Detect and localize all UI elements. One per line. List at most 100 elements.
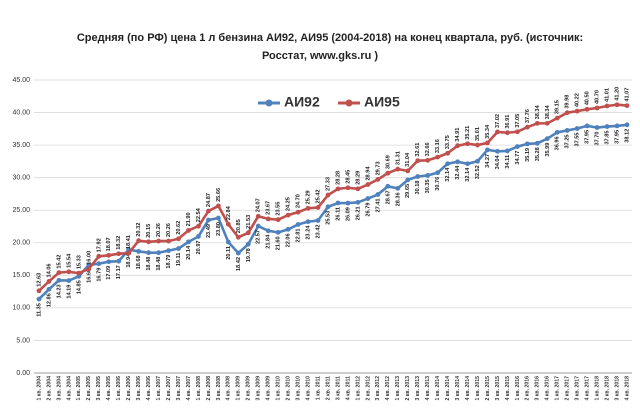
- point: [36, 296, 42, 302]
- point: [96, 253, 102, 259]
- point: [435, 170, 441, 176]
- x-tick-label: 4 кв. 2009: [266, 376, 272, 401]
- data-label: 38.12: [625, 129, 631, 143]
- point: [355, 199, 361, 205]
- data-label: 40.22: [575, 93, 581, 107]
- data-label: 24.70: [296, 194, 302, 208]
- x-tick-label: 3 кв. 2010: [295, 376, 301, 401]
- y-tick-label: 10.00: [12, 305, 30, 312]
- data-label: 16.79: [96, 268, 102, 282]
- data-label: 20.62: [176, 221, 182, 235]
- point: [624, 122, 630, 128]
- point: [76, 270, 82, 276]
- data-label: 20.97: [196, 240, 202, 254]
- data-label: 21.60: [276, 236, 282, 250]
- point: [285, 226, 291, 232]
- data-label: 21.90: [186, 212, 192, 226]
- data-label: 37.95: [585, 130, 591, 144]
- chart-title: Средняя (по РФ) цена 1 л бензина АИ92, А…: [77, 32, 583, 44]
- point: [355, 186, 361, 192]
- x-tick-label: 1 кв. 2006: [116, 376, 122, 401]
- data-label: 37.70: [595, 132, 601, 146]
- data-label: 40.50: [585, 91, 591, 105]
- point: [614, 102, 620, 108]
- x-tick-label: 3 кв. 2006: [136, 376, 142, 401]
- data-label: 27.33: [326, 177, 332, 191]
- data-label: 15.54: [66, 253, 72, 268]
- point: [485, 147, 490, 153]
- data-label: 18.07: [106, 237, 112, 251]
- data-label: 30.76: [435, 177, 441, 191]
- x-tick-label: 2 кв. 2013: [405, 376, 411, 401]
- data-label: 32.14: [465, 167, 471, 182]
- y-tick-label: 20.00: [12, 240, 30, 247]
- point: [574, 126, 580, 131]
- point: [425, 172, 431, 178]
- point: [285, 212, 291, 218]
- data-label: 39.98: [565, 95, 571, 109]
- point: [295, 209, 301, 215]
- point: [116, 258, 122, 264]
- point: [176, 236, 181, 242]
- data-label: 29.73: [375, 161, 381, 175]
- point: [325, 204, 331, 210]
- x-tick-label: 4 кв. 2007: [186, 376, 192, 401]
- data-label: 32.44: [455, 165, 461, 180]
- x-tick-label: 2 кв. 2012: [365, 376, 371, 401]
- point: [405, 177, 411, 183]
- data-label: 35.21: [465, 126, 471, 140]
- point: [215, 215, 221, 221]
- data-label: 20.26: [156, 223, 162, 237]
- point: [614, 123, 620, 129]
- point: [544, 120, 550, 126]
- data-label: 32.61: [415, 143, 421, 157]
- x-tick-label: 1 кв. 2012: [355, 376, 361, 401]
- data-label: 36.91: [505, 115, 511, 129]
- data-label: 37.95: [615, 130, 621, 144]
- point: [395, 166, 401, 172]
- point: [46, 279, 52, 284]
- data-label: 19.11: [176, 253, 182, 267]
- data-label: 38.34: [535, 104, 541, 119]
- point: [36, 288, 42, 294]
- point: [186, 228, 191, 233]
- y-tick-label: 25.00: [12, 207, 30, 214]
- data-label: 22.54: [196, 207, 202, 222]
- data-label: 30.18: [415, 180, 421, 194]
- point: [335, 186, 341, 192]
- point: [505, 130, 510, 136]
- data-label: 31.31: [395, 151, 401, 165]
- chart-subtitle: Росстат, www.gks.ru ): [262, 50, 378, 62]
- data-label: 22.84: [226, 205, 232, 220]
- data-label: 25.66: [216, 188, 222, 202]
- data-label: 28.28: [335, 171, 341, 185]
- x-tick-label: 1 кв. 2016: [515, 376, 521, 401]
- point: [86, 266, 92, 272]
- data-label: 24.07: [256, 198, 262, 212]
- data-label: 23.80: [216, 222, 222, 236]
- point: [395, 185, 401, 191]
- x-tick-label: 2 кв. 2018: [604, 376, 610, 401]
- legend-marker: [265, 99, 273, 107]
- point: [375, 177, 381, 182]
- point: [564, 110, 570, 116]
- y-tick-label: 30.00: [12, 175, 30, 182]
- x-tick-label: 3 кв. 2008: [216, 376, 222, 401]
- point: [554, 129, 560, 135]
- point: [465, 161, 470, 167]
- point: [514, 144, 520, 150]
- data-label: 28.36: [395, 192, 401, 206]
- point: [305, 205, 311, 211]
- data-label: 17.92: [96, 238, 102, 252]
- point: [475, 142, 480, 148]
- point: [206, 217, 211, 223]
- x-tick-label: 3 кв. 2015: [495, 376, 501, 401]
- point: [594, 105, 600, 111]
- point: [106, 259, 112, 265]
- point: [534, 120, 540, 126]
- point: [235, 234, 241, 240]
- data-label: 32.14: [445, 167, 451, 182]
- point: [584, 123, 590, 129]
- x-tick-label: 2 кв. 2014: [445, 376, 451, 401]
